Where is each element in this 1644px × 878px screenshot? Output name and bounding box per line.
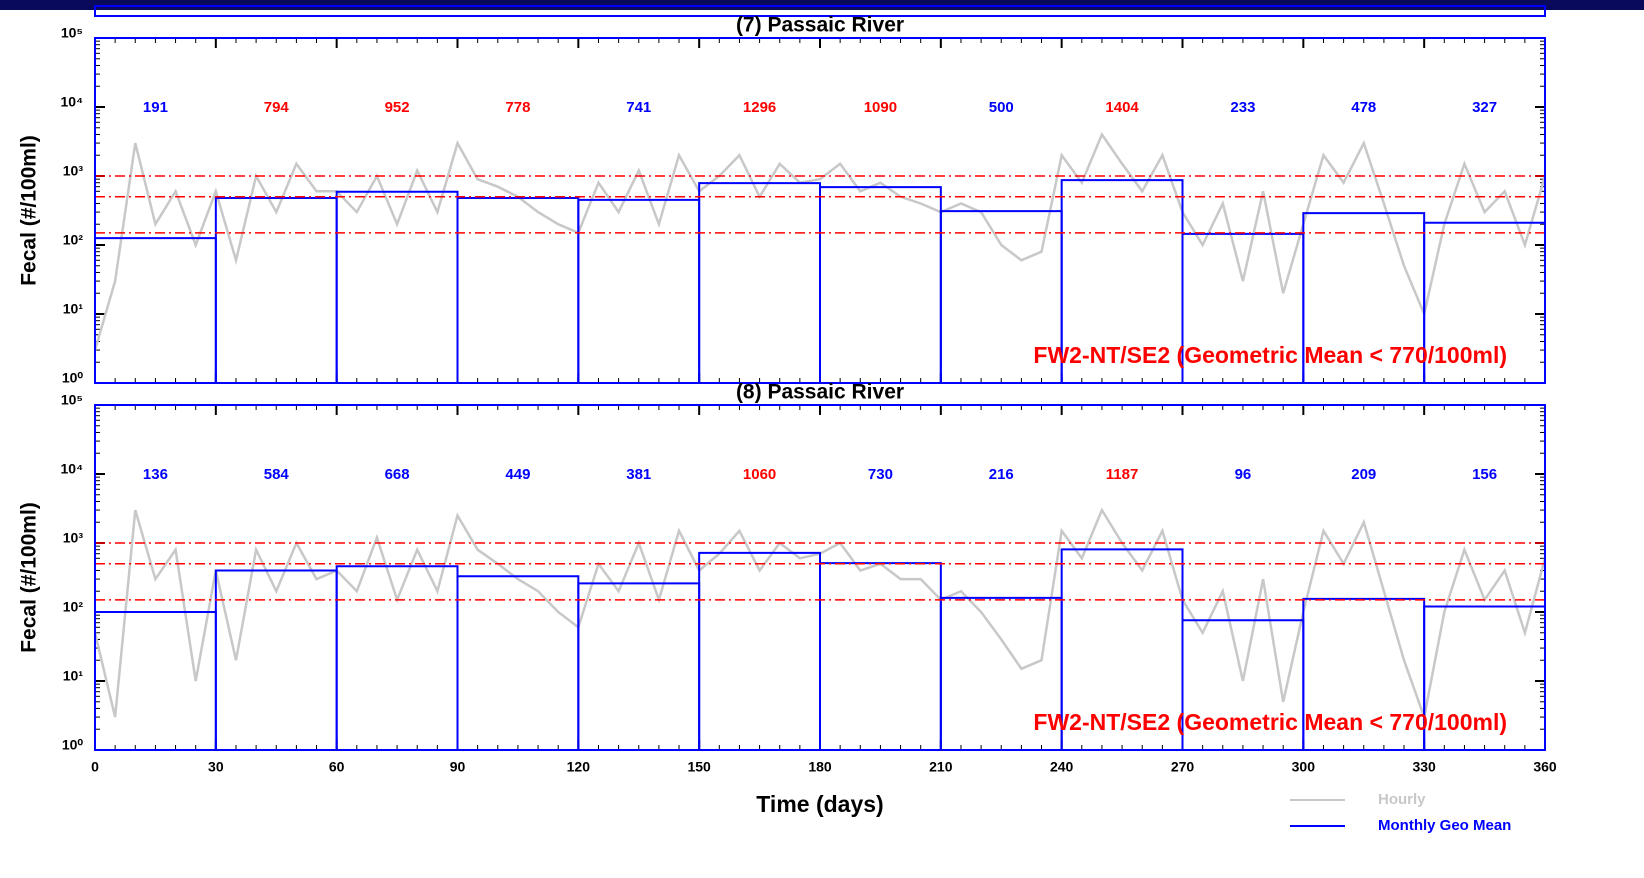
y-tick-label: 10² (63, 232, 84, 248)
x-tick-label: 240 (1050, 759, 1074, 775)
plot-frame (94, 37, 1546, 384)
partial-panel (94, 5, 1546, 17)
month-label: 952 (385, 99, 410, 116)
x-tick-label: 360 (1533, 759, 1557, 775)
y-axis-label: Fecal (#/100ml) (18, 502, 41, 653)
month-label: 730 (868, 466, 893, 483)
monthly-step (95, 611, 217, 750)
x-tick-label: 150 (687, 759, 711, 775)
x-tick-label: 270 (1171, 759, 1195, 775)
x-tick-label: 210 (929, 759, 953, 775)
month-label: 1296 (743, 99, 776, 116)
monthly-step (214, 569, 338, 750)
month-label: 584 (264, 466, 290, 483)
y-tick-label: 10⁵ (61, 392, 83, 408)
monthly-step (698, 551, 821, 750)
panel-title: (7) Passaic River (736, 14, 904, 37)
month-label: 327 (1472, 99, 1497, 116)
monthly-step (335, 190, 459, 383)
month-label: 216 (989, 466, 1014, 483)
legend-label: Monthly Geo Mean (1378, 817, 1511, 834)
legend-label: Hourly (1378, 791, 1426, 808)
monthly-step (335, 565, 459, 750)
x-tick-label: 60 (329, 759, 345, 775)
month-label: 136 (143, 466, 168, 483)
month-label: 96 (1235, 466, 1252, 483)
month-label: 478 (1351, 99, 1376, 116)
panel-title: (8) Passaic River (736, 381, 904, 404)
month-label: 233 (1230, 99, 1255, 116)
month-label: 1404 (1105, 99, 1139, 116)
monthly-step (819, 186, 942, 383)
y-tick-label: 10⁰ (62, 370, 84, 386)
standard-note: FW2-NT/SE2 (Geometric Mean < 770/100ml) (1033, 342, 1507, 368)
plot-frame (94, 404, 1546, 751)
monthly-step (95, 237, 217, 383)
x-tick-label: 300 (1292, 759, 1316, 775)
monthly-step (1423, 221, 1545, 383)
y-tick-label: 10¹ (63, 668, 84, 684)
monthly-step (577, 198, 701, 383)
x-axis-label: Time (days) (756, 791, 883, 817)
month-label: 449 (505, 466, 530, 483)
month-label: 156 (1472, 466, 1497, 483)
x-tick-label: 0 (91, 759, 99, 775)
y-tick-label: 10⁴ (61, 461, 84, 477)
monthly-step (456, 575, 580, 750)
month-label: 381 (626, 466, 651, 483)
y-tick-label: 10³ (63, 163, 84, 179)
y-tick-label: 10³ (63, 530, 84, 546)
month-label: 1060 (743, 466, 776, 483)
month-label: 794 (264, 99, 290, 116)
monthly-step (577, 582, 701, 750)
y-tick-label: 10¹ (63, 301, 84, 317)
month-label: 500 (989, 99, 1014, 116)
x-tick-label: 30 (208, 759, 224, 775)
monthly-step (698, 182, 821, 383)
y-tick-label: 10⁵ (61, 25, 83, 41)
y-axis-label: Fecal (#/100ml) (18, 135, 41, 286)
monthly-step (819, 562, 942, 750)
monthly-step (1423, 605, 1545, 750)
standard-note: FW2-NT/SE2 (Geometric Mean < 770/100ml) (1033, 709, 1507, 735)
month-label: 1090 (864, 99, 897, 116)
month-label: 668 (385, 466, 410, 483)
y-tick-label: 10⁴ (61, 94, 84, 110)
month-label: 1187 (1106, 466, 1139, 483)
x-tick-label: 90 (450, 759, 466, 775)
x-tick-label: 330 (1412, 759, 1436, 775)
month-label: 191 (143, 99, 168, 116)
month-label: 209 (1351, 466, 1376, 483)
x-tick-label: 180 (808, 759, 832, 775)
monthly-step (214, 196, 338, 383)
y-tick-label: 10² (63, 599, 84, 615)
y-tick-label: 10⁰ (62, 737, 84, 753)
month-label: 741 (626, 99, 651, 116)
month-label: 778 (505, 99, 530, 116)
x-tick-label: 120 (567, 759, 591, 775)
